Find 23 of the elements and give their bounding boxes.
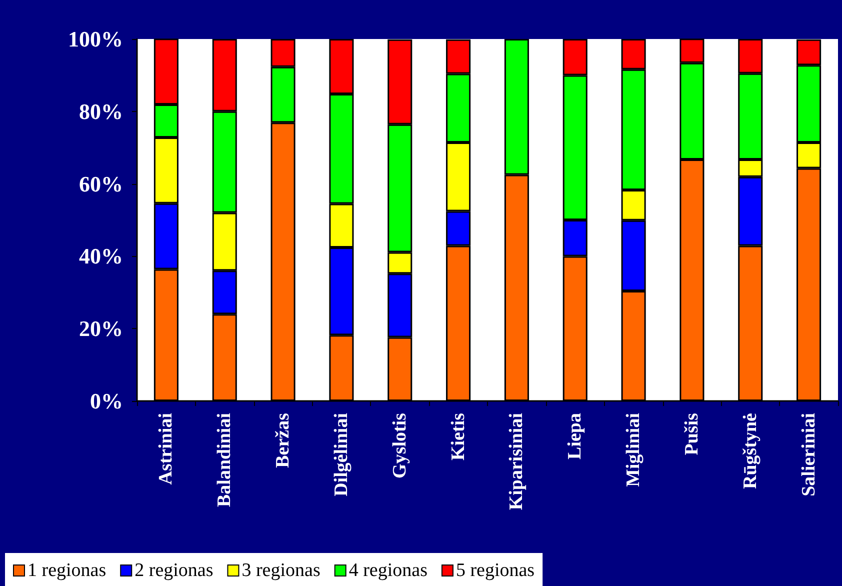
y-tick-label: 20%: [79, 316, 123, 342]
x-tick-label: Liepa: [564, 412, 586, 460]
x-tick-label: Salieriniai: [798, 413, 820, 496]
x-tick-label: Kiparisiniai: [506, 413, 528, 510]
y-tick-label: 80%: [79, 98, 123, 124]
x-tick-label: Gyslotis: [389, 413, 410, 478]
x-tick-label: Beržas: [272, 413, 294, 468]
legend-label: 2 regionas: [134, 560, 214, 581]
x-tick-label: Migliniai: [623, 413, 644, 487]
y-tick-label: 0%: [90, 388, 123, 414]
legend-label: 4 regionas: [348, 560, 428, 581]
x-tick-label: Dilgėliniai: [330, 413, 352, 496]
x-tick-label: Balandiniai: [214, 413, 236, 507]
legend-label: 3 regionas: [242, 560, 320, 581]
y-tick-label: 100%: [68, 26, 123, 52]
x-tick-label: Astriniai: [156, 413, 177, 485]
x-tick-label: Pušis: [681, 413, 702, 456]
legend-label: 1 regionas: [28, 560, 106, 581]
x-tick-label: Kietis: [448, 413, 469, 460]
x-tick-label: Rūgštynė: [740, 413, 761, 490]
legend-label: 5 regionas: [456, 560, 535, 581]
y-tick-label: 60%: [79, 171, 123, 196]
y-tick-label: 40%: [79, 244, 123, 269]
